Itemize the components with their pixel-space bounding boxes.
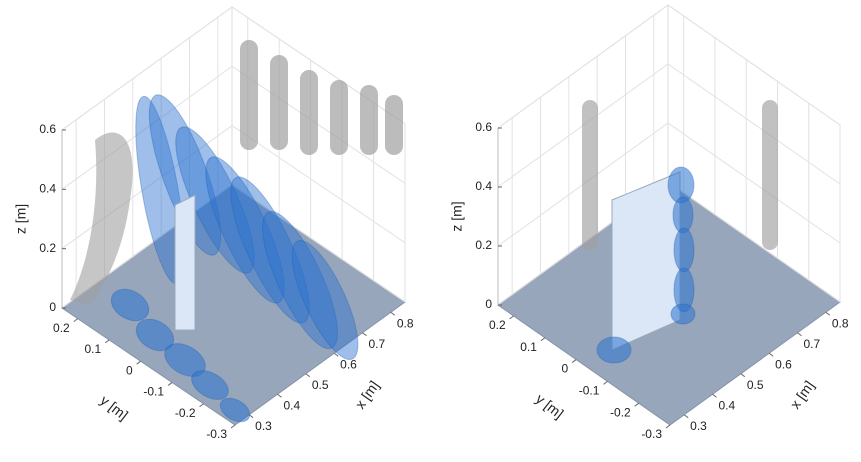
x-tick <box>391 312 395 315</box>
x-tick <box>798 333 802 336</box>
x-tick-label: 0.3 <box>690 419 707 433</box>
y-tick-label: -0.3 <box>206 427 227 441</box>
y-tick-label: 0 <box>561 362 568 376</box>
wake-shadow <box>385 95 403 155</box>
y-tick-label: -0.1 <box>143 385 164 399</box>
x-axis-label: x [m] <box>787 378 818 412</box>
y-tick-label: -0.2 <box>610 405 631 419</box>
x-tick <box>741 374 745 377</box>
y-tick-label: 0.2 <box>53 321 70 335</box>
z-tick-label: 0.2 <box>39 241 56 255</box>
x-tick-label: 0.4 <box>284 398 301 412</box>
y-tick-label: 0.2 <box>489 318 506 332</box>
y-tick <box>572 360 576 363</box>
y-tick <box>168 382 172 385</box>
plate <box>175 195 195 330</box>
x-tick <box>713 394 717 397</box>
z-tick-label: 0 <box>49 300 56 314</box>
x-tick-label: 0.4 <box>719 398 736 412</box>
x-tick <box>826 312 830 315</box>
x-tick-label: 0.5 <box>312 378 329 392</box>
y-axis-label: y [m] <box>533 390 567 421</box>
y-tick-label: 0 <box>126 363 133 377</box>
y-tick <box>541 338 545 341</box>
x-axis-label: x [m] <box>352 378 383 412</box>
x-tick <box>278 394 282 397</box>
wake-shadow <box>762 100 778 250</box>
z-axis-label: z [m] <box>13 204 29 234</box>
wake-shadow <box>330 80 348 155</box>
x-tick-label: 0.8 <box>397 316 414 330</box>
vortex <box>674 228 694 272</box>
z-tick-label: 0.2 <box>475 238 492 252</box>
y-tick <box>105 340 109 343</box>
z-tick-label: 0.6 <box>39 122 56 136</box>
y-tick <box>510 316 514 319</box>
vortex <box>671 304 695 324</box>
y-tick-label: -0.3 <box>641 427 662 441</box>
x-tick-label: 0.3 <box>255 419 272 433</box>
y-tick-label: -0.2 <box>175 406 196 420</box>
y-tick <box>666 425 670 428</box>
z-tick-label: 0.6 <box>475 120 492 134</box>
y-tick <box>231 425 235 428</box>
wake-shadow <box>270 55 288 150</box>
z-axis-label: z [m] <box>449 201 465 231</box>
x-tick <box>306 374 310 377</box>
wake-shadow <box>240 40 258 150</box>
x-tick <box>769 353 773 356</box>
y-tick <box>200 404 204 407</box>
wake-shadow <box>360 85 378 155</box>
x-tick-label: 0.6 <box>775 357 792 371</box>
y-tick-label: -0.1 <box>579 384 600 398</box>
figure: 0 0.2 0.4 0.6 0.2 0.1 0 -0.1 -0.2 -0.3 0.3 0.4 0.5 0.… <box>0 0 861 462</box>
y-axis-label: y [m] <box>97 392 131 423</box>
vortex <box>597 337 631 363</box>
x-tick-label: 0.7 <box>369 337 386 351</box>
y-tick <box>74 319 78 322</box>
x-tick-label: 0.7 <box>804 337 821 351</box>
y-tick <box>137 361 141 364</box>
x-tick-label: 0.8 <box>832 316 849 330</box>
wake-shadow <box>582 100 598 250</box>
z-tick-label: 0.4 <box>475 179 492 193</box>
z-tick-label: 0 <box>485 297 492 311</box>
y-tick <box>635 403 639 406</box>
x-tick <box>684 415 688 418</box>
z-tick-label: 0.4 <box>39 182 56 196</box>
y-tick-label: 0.1 <box>520 340 537 354</box>
x-tick <box>363 333 367 336</box>
x-tick-label: 0.5 <box>747 378 764 392</box>
y-tick-label: 0.1 <box>84 342 101 356</box>
wake-shadow <box>300 70 318 155</box>
y-tick <box>603 381 607 384</box>
plate <box>612 172 680 350</box>
